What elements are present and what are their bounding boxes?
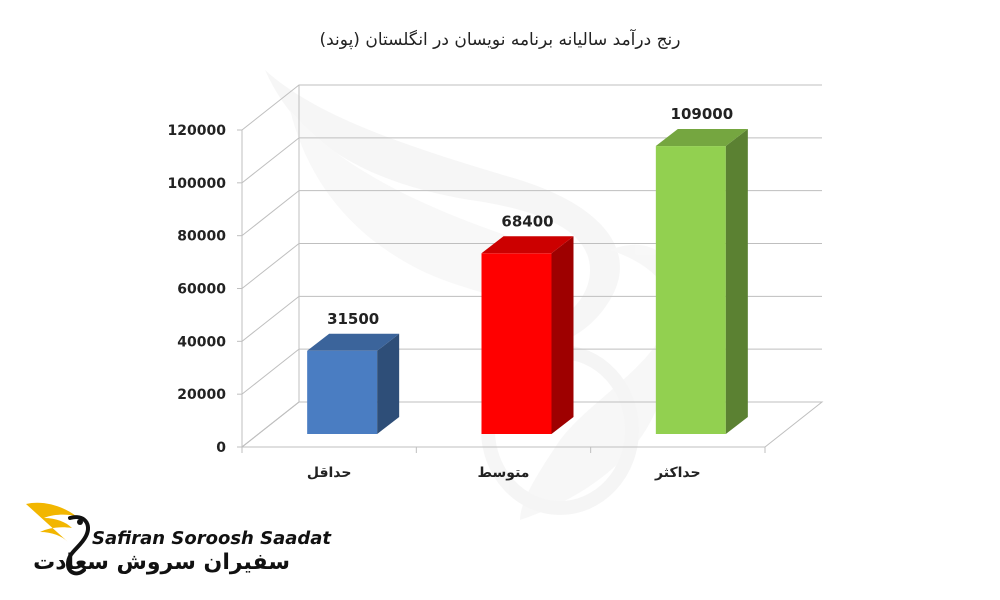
brand-logo: Safiran Soroosh Saadat سفیران سروش سعادت [18,492,331,582]
y-tick-label: 40000 [177,334,226,350]
y-tick-label: 0 [216,440,226,456]
bar-value-label: 109000 [671,105,734,123]
bar-top [307,333,400,351]
bar-top [655,129,748,147]
bar-value-label: 31500 [327,310,379,328]
bar-top [481,236,574,254]
phoenix-logo-icon [26,502,90,576]
gridline [241,190,822,237]
bar-front [481,253,552,434]
bar-side [725,129,748,434]
y-tick-label: 120000 [168,123,227,139]
y-tick-label: 20000 [177,387,226,403]
gridline [241,348,822,395]
bar-front [307,350,378,434]
chart-title: رنج درآمد سالیانه برنامه نویسان در انگلس… [319,30,681,50]
x-category-label: متوسط [478,465,530,481]
bar-side [551,236,574,434]
bar-side [377,333,400,434]
gridline [241,84,822,131]
y-tick-label: 100000 [168,176,227,192]
gridline [241,243,822,289]
x-category-label: حداکثر [654,465,701,481]
y-tick-label: 80000 [177,229,226,245]
gridline [241,295,822,342]
y-tick-label: 60000 [177,282,226,298]
bar-front [655,146,726,434]
gridline [241,137,822,184]
gridline [241,401,822,448]
bar-value-label: 68400 [501,212,553,230]
brand-name-fa: سفیران سروش سعادت [33,550,290,575]
x-category-label: حداقل [307,465,352,481]
brand-name-en: Safiran Soroosh Saadat [92,528,332,549]
